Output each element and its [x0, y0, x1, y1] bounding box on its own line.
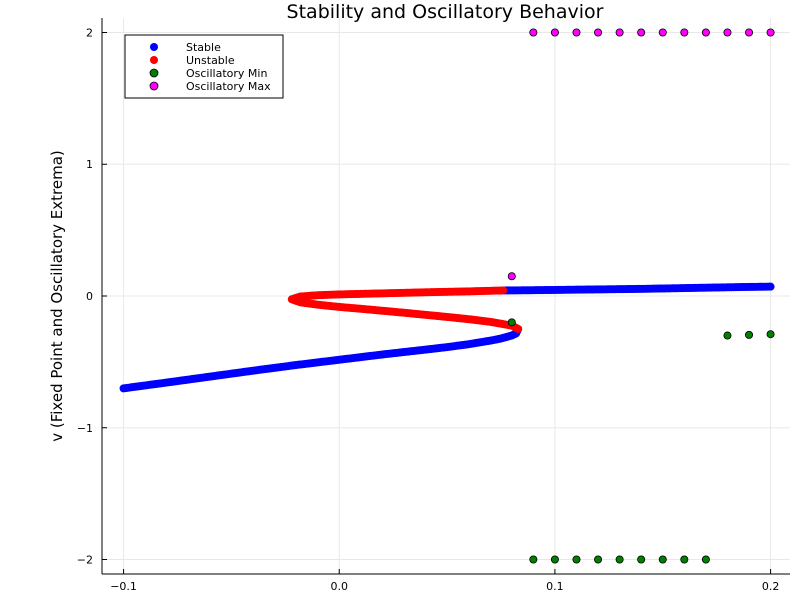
- data-point: [529, 555, 538, 564]
- legend-marker: [150, 56, 158, 64]
- legend-label: Oscillatory Max: [186, 80, 271, 93]
- chart-title: Stability and Oscillatory Behavior: [287, 1, 604, 23]
- series-oscillatory-max: [507, 28, 775, 281]
- x-tick-label: 0.1: [546, 580, 564, 593]
- data-point: [594, 28, 603, 37]
- y-tick-label: 0: [86, 290, 93, 303]
- data-point: [550, 28, 559, 37]
- data-point: [615, 28, 624, 37]
- x-tick-label: 0.2: [762, 580, 780, 593]
- data-point: [572, 28, 581, 37]
- data-point: [701, 28, 710, 37]
- legend-label: Stable: [186, 41, 221, 54]
- legend-marker: [150, 43, 158, 51]
- data-point: [766, 330, 775, 339]
- legend-marker: [149, 81, 159, 91]
- data-point: [658, 555, 667, 564]
- data-point: [766, 28, 775, 37]
- y-axis-label: v (Fixed Point and Oscillatory Extrema): [48, 150, 66, 442]
- y-tick-label: −1: [77, 422, 93, 435]
- tick-labels: −0.1 0.0 0.1 0.2 −2 −1 0 1 2: [77, 26, 780, 593]
- data-point: [499, 286, 508, 295]
- data-point: [637, 555, 646, 564]
- data-point: [723, 28, 732, 37]
- data-point: [572, 555, 581, 564]
- data-point: [529, 28, 538, 37]
- series-stable: [119, 282, 775, 393]
- y-tick-label: −2: [77, 554, 93, 567]
- legend-label: Unstable: [186, 54, 235, 67]
- data-marks: [119, 28, 775, 564]
- x-tick-label: −0.1: [110, 580, 137, 593]
- data-point: [594, 555, 603, 564]
- y-tick-label: 2: [86, 26, 93, 39]
- data-point: [658, 28, 667, 37]
- legend-marker: [149, 68, 159, 78]
- series-unstable: [287, 286, 523, 333]
- data-point: [507, 272, 516, 281]
- data-point: [701, 555, 710, 564]
- data-point: [680, 555, 689, 564]
- data-point: [507, 318, 516, 327]
- data-point: [745, 28, 754, 37]
- series-oscillatory-min: [507, 318, 775, 564]
- data-point: [745, 330, 754, 339]
- x-tick-label: 0.0: [330, 580, 348, 593]
- data-point: [766, 282, 775, 291]
- data-point: [550, 555, 559, 564]
- data-point: [680, 28, 689, 37]
- y-tick-label: 1: [86, 158, 93, 171]
- legend-label: Oscillatory Min: [186, 67, 267, 80]
- data-point: [723, 331, 732, 340]
- data-point: [637, 28, 646, 37]
- data-point: [615, 555, 624, 564]
- grid-lines: [102, 18, 790, 574]
